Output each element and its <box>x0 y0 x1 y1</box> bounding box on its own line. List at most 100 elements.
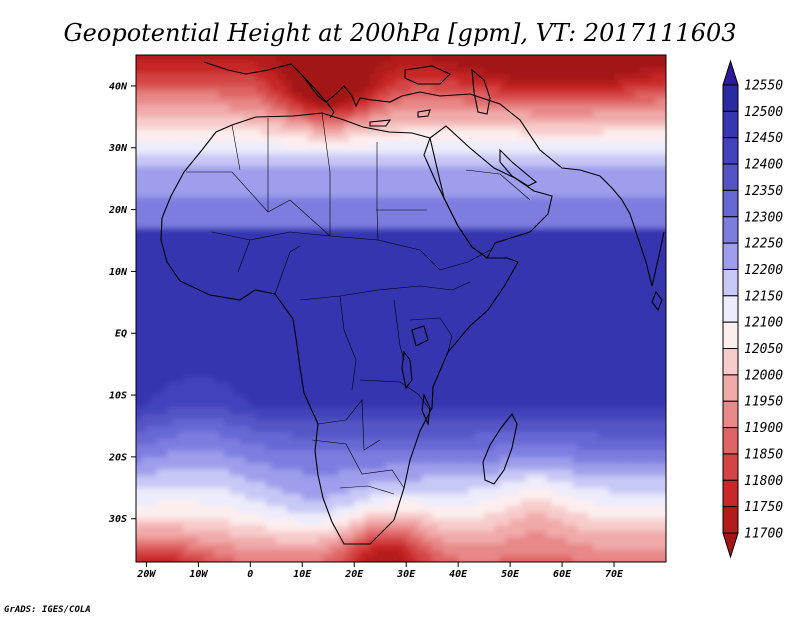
field-cell <box>266 568 272 575</box>
field-cell <box>250 456 257 464</box>
field-cell <box>333 277 340 285</box>
field-cell <box>156 184 163 192</box>
field-cell <box>401 364 407 371</box>
field-cell <box>172 432 179 439</box>
field-cell <box>265 116 272 124</box>
field-cell <box>260 172 267 180</box>
field-cell <box>395 67 402 75</box>
field-cell <box>390 419 397 427</box>
field-cell <box>406 203 412 211</box>
field-cell <box>156 407 163 415</box>
field-cell <box>411 456 418 464</box>
field-cell <box>255 141 262 149</box>
field-cell <box>364 493 371 501</box>
field-cell <box>177 141 184 149</box>
field-cell <box>187 129 194 136</box>
field-cell <box>219 493 225 501</box>
field-cell <box>380 67 387 75</box>
field-cell <box>323 351 329 359</box>
field-cell <box>401 506 407 514</box>
field-cell <box>369 487 376 495</box>
field-cell <box>172 265 179 272</box>
field-cell <box>156 345 163 353</box>
field-cell <box>323 487 329 495</box>
field-cell <box>177 364 184 371</box>
field-cell <box>265 425 272 433</box>
field-cell <box>141 153 147 161</box>
field-cell <box>317 172 324 180</box>
field-cell <box>359 395 366 402</box>
field-cell <box>276 413 283 421</box>
field-cell <box>364 450 371 458</box>
field-cell <box>349 240 355 248</box>
field-cell <box>177 98 184 106</box>
field-cell <box>276 351 283 359</box>
field-cell <box>255 555 262 562</box>
field-cell <box>364 419 371 427</box>
field-cell <box>260 283 267 291</box>
field-cell <box>359 85 366 93</box>
field-cell <box>281 85 288 93</box>
field-cell <box>141 178 147 186</box>
field-cell <box>276 512 283 520</box>
field-cell <box>260 364 267 371</box>
field-cell <box>343 172 350 180</box>
field-cell <box>395 339 402 347</box>
field-cell <box>146 209 153 217</box>
field-cell <box>276 407 283 415</box>
field-cell <box>333 432 340 439</box>
field-cell <box>406 370 412 378</box>
field-cell <box>369 364 376 371</box>
field-cell <box>333 259 340 266</box>
field-cell <box>375 215 381 223</box>
field-cell <box>260 153 267 161</box>
field-cell <box>307 240 314 248</box>
field-cell <box>343 197 350 204</box>
field-cell <box>375 116 381 124</box>
field-cell <box>328 413 335 421</box>
field-cell <box>239 240 246 248</box>
field-cell <box>151 401 158 409</box>
field-cell <box>229 493 236 501</box>
field-cell <box>239 221 246 229</box>
field-cell <box>151 221 158 229</box>
field-cell <box>213 314 220 322</box>
field-cell <box>187 271 194 279</box>
field-cell <box>328 116 335 124</box>
field-cell <box>302 469 309 477</box>
field-cell <box>156 221 163 229</box>
field-cell <box>343 518 350 526</box>
field-cell <box>411 333 418 341</box>
field-cell <box>260 487 267 495</box>
field-cell <box>323 85 329 93</box>
field-cell <box>411 240 418 248</box>
field-cell <box>193 327 199 334</box>
field-cell <box>385 104 392 112</box>
field-cell <box>136 543 142 551</box>
field-cell <box>333 141 340 149</box>
field-cell <box>161 320 168 328</box>
field-cell <box>193 351 199 359</box>
field-cell <box>146 500 153 507</box>
field-cell <box>234 160 241 167</box>
field-cell <box>291 259 298 266</box>
field-cell <box>369 481 376 489</box>
field-cell <box>291 234 298 242</box>
field-cell <box>271 110 277 118</box>
field-cell <box>349 302 355 310</box>
field-cell <box>307 518 314 526</box>
field-cell <box>193 407 199 415</box>
field-cell <box>411 283 418 291</box>
field-cell <box>172 79 179 87</box>
field-cell <box>286 147 293 155</box>
field-cell <box>375 518 381 526</box>
field-cell <box>286 172 293 180</box>
field-cell <box>401 61 407 68</box>
field-cell <box>401 537 407 545</box>
field-cell <box>364 184 371 192</box>
field-cell <box>369 221 376 229</box>
field-cell <box>395 98 402 106</box>
field-cell <box>390 500 397 507</box>
field-cell <box>312 413 319 421</box>
field-cell <box>416 388 423 396</box>
